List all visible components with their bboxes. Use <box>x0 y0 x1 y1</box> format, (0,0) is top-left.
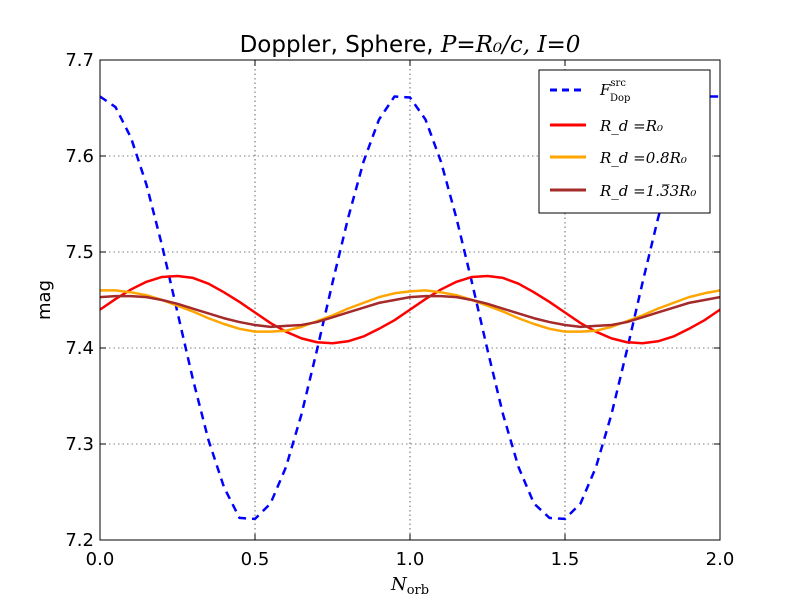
y-tick-label: 7.3 <box>65 434 94 455</box>
x-tick-label: 1.0 <box>396 549 425 570</box>
legend-label-rd-133: R_d =1.3̅3R₀ <box>599 182 696 200</box>
x-axis-label-sub: orb <box>407 583 429 598</box>
chart-title-math: P=R₀/c, I=0 <box>440 32 581 58</box>
x-tick-label: 2.0 <box>706 549 735 570</box>
y-tick-label: 7.2 <box>65 530 94 551</box>
legend-label-rd-1: R_d =R₀ <box>599 117 663 135</box>
x-axis-label: Norb <box>390 574 429 598</box>
chart-title: Doppler, Sphere, P=R₀/c, I=0 <box>240 32 581 58</box>
x-axis-label-main: N <box>390 574 408 595</box>
y-axis-label: mag <box>34 280 55 320</box>
chart-title-text: Doppler, Sphere, <box>240 32 434 58</box>
y-tick-label: 7.7 <box>65 50 94 71</box>
y-tick-label: 7.5 <box>65 242 94 263</box>
x-tick-label: 1.5 <box>551 549 580 570</box>
x-tick-label: 0.5 <box>241 549 270 570</box>
legend-label-rd-08: R_d =0.8R₀ <box>599 149 687 167</box>
y-tick-label: 7.6 <box>65 146 94 167</box>
legend: Fsrc Dop R_d =R₀ R_d =0.8R₀ R_d =1.3̅3R₀ <box>539 70 710 213</box>
legend-f-sup: src <box>610 78 626 89</box>
legend-f-sub: Dop <box>610 93 630 104</box>
y-tick-label: 7.4 <box>65 338 94 359</box>
x-tick-label: 0.0 <box>86 549 115 570</box>
